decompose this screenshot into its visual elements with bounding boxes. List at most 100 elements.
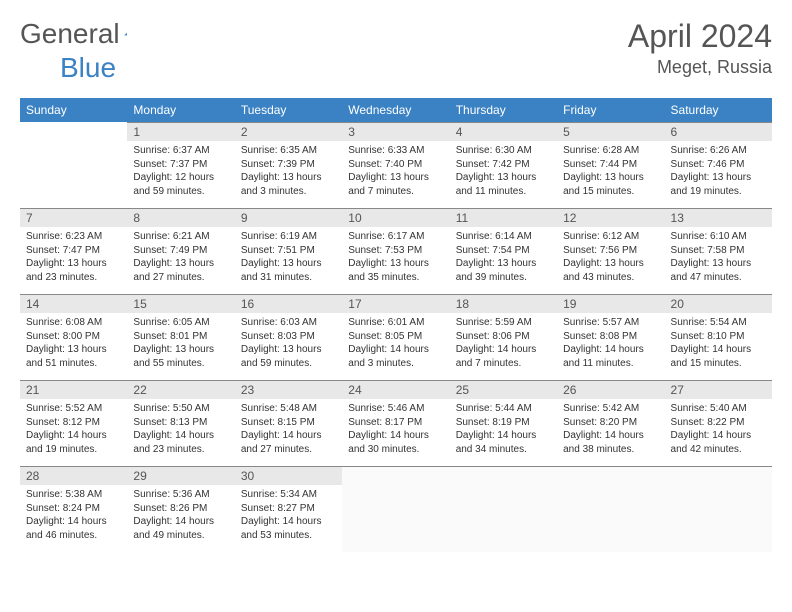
calendar-day: 7Sunrise: 6:23 AMSunset: 7:47 PMDaylight… (20, 208, 127, 294)
sunset-line: Sunset: 8:06 PM (456, 330, 551, 344)
day-number: 9 (235, 208, 342, 227)
logo-text-1: General (20, 18, 120, 50)
sunrise-line: Sunrise: 6:33 AM (348, 144, 443, 158)
day-number: 1 (127, 122, 234, 141)
sunrise-line: Sunrise: 6:26 AM (671, 144, 766, 158)
sunrise-line: Sunrise: 6:01 AM (348, 316, 443, 330)
logo: General (20, 18, 148, 50)
calendar-day: 3Sunrise: 6:33 AMSunset: 7:40 PMDaylight… (342, 122, 449, 208)
sunrise-line: Sunrise: 5:44 AM (456, 402, 551, 416)
day-number: 7 (20, 208, 127, 227)
day-details: Sunrise: 6:10 AMSunset: 7:58 PMDaylight:… (665, 227, 772, 294)
day-details: Sunrise: 6:05 AMSunset: 8:01 PMDaylight:… (127, 313, 234, 380)
trailing-empty-cell (342, 466, 449, 552)
day-details: Sunrise: 5:38 AMSunset: 8:24 PMDaylight:… (20, 485, 127, 552)
sunset-line: Sunset: 7:54 PM (456, 244, 551, 258)
daylight-line: Daylight: 14 hours and 30 minutes. (348, 429, 443, 456)
calendar-day: 8Sunrise: 6:21 AMSunset: 7:49 PMDaylight… (127, 208, 234, 294)
day-number: 6 (665, 122, 772, 141)
sunrise-line: Sunrise: 6:03 AM (241, 316, 336, 330)
day-number: 5 (557, 122, 664, 141)
day-number: 4 (450, 122, 557, 141)
daylight-line: Daylight: 13 hours and 3 minutes. (241, 171, 336, 198)
daylight-line: Daylight: 14 hours and 11 minutes. (563, 343, 658, 370)
daylight-line: Daylight: 14 hours and 19 minutes. (26, 429, 121, 456)
location-label: Meget, Russia (628, 57, 772, 78)
day-number: 21 (20, 380, 127, 399)
day-of-week-header: Wednesday (342, 98, 449, 122)
day-number: 14 (20, 294, 127, 313)
day-number: 10 (342, 208, 449, 227)
sunset-line: Sunset: 8:08 PM (563, 330, 658, 344)
daylight-line: Daylight: 14 hours and 15 minutes. (671, 343, 766, 370)
sunrise-line: Sunrise: 6:21 AM (133, 230, 228, 244)
day-of-week-header: Friday (557, 98, 664, 122)
daylight-line: Daylight: 12 hours and 59 minutes. (133, 171, 228, 198)
sunset-line: Sunset: 8:03 PM (241, 330, 336, 344)
sunset-line: Sunset: 8:05 PM (348, 330, 443, 344)
daylight-line: Daylight: 13 hours and 23 minutes. (26, 257, 121, 284)
day-details: Sunrise: 5:54 AMSunset: 8:10 PMDaylight:… (665, 313, 772, 380)
day-of-week-header: Sunday (20, 98, 127, 122)
sunrise-line: Sunrise: 6:17 AM (348, 230, 443, 244)
day-details: Sunrise: 6:35 AMSunset: 7:39 PMDaylight:… (235, 141, 342, 208)
daylight-line: Daylight: 13 hours and 7 minutes. (348, 171, 443, 198)
day-details: Sunrise: 5:59 AMSunset: 8:06 PMDaylight:… (450, 313, 557, 380)
day-details: Sunrise: 5:42 AMSunset: 8:20 PMDaylight:… (557, 399, 664, 466)
calendar-body: 1Sunrise: 6:37 AMSunset: 7:37 PMDaylight… (20, 122, 772, 552)
day-number: 3 (342, 122, 449, 141)
day-number: 2 (235, 122, 342, 141)
title-block: April 2024 Meget, Russia (628, 18, 772, 78)
sunset-line: Sunset: 7:56 PM (563, 244, 658, 258)
trailing-empty-cell (665, 466, 772, 552)
calendar-day: 23Sunrise: 5:48 AMSunset: 8:15 PMDayligh… (235, 380, 342, 466)
day-number: 24 (342, 380, 449, 399)
day-number: 19 (557, 294, 664, 313)
day-number: 11 (450, 208, 557, 227)
daylight-line: Daylight: 14 hours and 34 minutes. (456, 429, 551, 456)
sunrise-line: Sunrise: 5:36 AM (133, 488, 228, 502)
day-details: Sunrise: 5:40 AMSunset: 8:22 PMDaylight:… (665, 399, 772, 466)
daylight-line: Daylight: 14 hours and 42 minutes. (671, 429, 766, 456)
daylight-line: Daylight: 13 hours and 55 minutes. (133, 343, 228, 370)
calendar-day: 13Sunrise: 6:10 AMSunset: 7:58 PMDayligh… (665, 208, 772, 294)
sunrise-line: Sunrise: 5:34 AM (241, 488, 336, 502)
daylight-line: Daylight: 14 hours and 46 minutes. (26, 515, 121, 542)
calendar-day: 30Sunrise: 5:34 AMSunset: 8:27 PMDayligh… (235, 466, 342, 552)
sunrise-line: Sunrise: 5:46 AM (348, 402, 443, 416)
daylight-line: Daylight: 14 hours and 23 minutes. (133, 429, 228, 456)
day-details: Sunrise: 5:50 AMSunset: 8:13 PMDaylight:… (127, 399, 234, 466)
day-number: 12 (557, 208, 664, 227)
sunset-line: Sunset: 8:24 PM (26, 502, 121, 516)
empty-cell (20, 122, 127, 208)
calendar-day: 14Sunrise: 6:08 AMSunset: 8:00 PMDayligh… (20, 294, 127, 380)
sunset-line: Sunset: 8:15 PM (241, 416, 336, 430)
day-details: Sunrise: 6:26 AMSunset: 7:46 PMDaylight:… (665, 141, 772, 208)
daylight-line: Daylight: 13 hours and 35 minutes. (348, 257, 443, 284)
day-number: 28 (20, 466, 127, 485)
day-details: Sunrise: 6:19 AMSunset: 7:51 PMDaylight:… (235, 227, 342, 294)
day-details: Sunrise: 6:37 AMSunset: 7:37 PMDaylight:… (127, 141, 234, 208)
day-number: 18 (450, 294, 557, 313)
calendar-day: 12Sunrise: 6:12 AMSunset: 7:56 PMDayligh… (557, 208, 664, 294)
calendar-day: 15Sunrise: 6:05 AMSunset: 8:01 PMDayligh… (127, 294, 234, 380)
sunrise-line: Sunrise: 5:52 AM (26, 402, 121, 416)
sunrise-line: Sunrise: 5:59 AM (456, 316, 551, 330)
sunset-line: Sunset: 8:19 PM (456, 416, 551, 430)
logo-triangle-icon (124, 23, 127, 45)
daylight-line: Daylight: 13 hours and 59 minutes. (241, 343, 336, 370)
sunset-line: Sunset: 8:12 PM (26, 416, 121, 430)
sunrise-line: Sunrise: 6:05 AM (133, 316, 228, 330)
day-details: Sunrise: 5:44 AMSunset: 8:19 PMDaylight:… (450, 399, 557, 466)
day-details: Sunrise: 5:48 AMSunset: 8:15 PMDaylight:… (235, 399, 342, 466)
calendar-day: 2Sunrise: 6:35 AMSunset: 7:39 PMDaylight… (235, 122, 342, 208)
calendar-day: 29Sunrise: 5:36 AMSunset: 8:26 PMDayligh… (127, 466, 234, 552)
day-details: Sunrise: 6:08 AMSunset: 8:00 PMDaylight:… (20, 313, 127, 380)
day-details: Sunrise: 6:17 AMSunset: 7:53 PMDaylight:… (342, 227, 449, 294)
sunrise-line: Sunrise: 5:50 AM (133, 402, 228, 416)
calendar-day: 24Sunrise: 5:46 AMSunset: 8:17 PMDayligh… (342, 380, 449, 466)
day-number: 23 (235, 380, 342, 399)
calendar-day: 19Sunrise: 5:57 AMSunset: 8:08 PMDayligh… (557, 294, 664, 380)
page-title: April 2024 (628, 18, 772, 55)
calendar-day: 10Sunrise: 6:17 AMSunset: 7:53 PMDayligh… (342, 208, 449, 294)
